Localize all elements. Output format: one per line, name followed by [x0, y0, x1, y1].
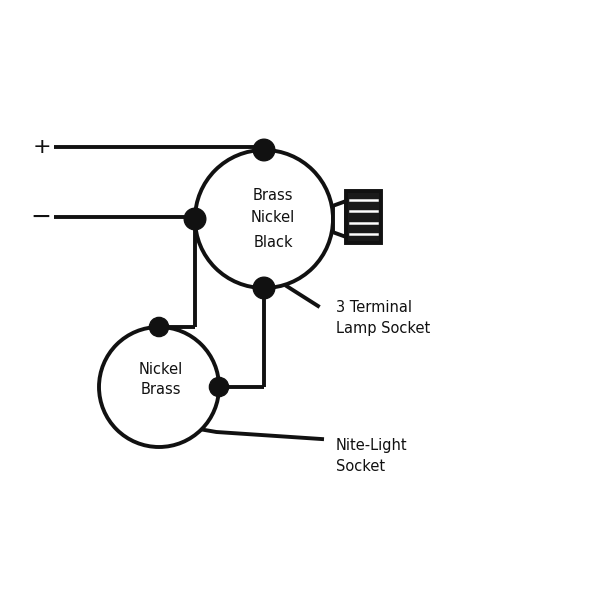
Text: 3 Terminal
Lamp Socket: 3 Terminal Lamp Socket [336, 300, 430, 336]
Text: −: − [30, 205, 51, 229]
Polygon shape [333, 201, 346, 237]
Circle shape [149, 317, 169, 337]
Circle shape [195, 150, 333, 288]
Text: Nickel: Nickel [139, 361, 183, 377]
Circle shape [253, 139, 275, 161]
Text: +: + [32, 137, 51, 157]
Text: Brass: Brass [253, 187, 293, 202]
Text: Brass: Brass [140, 383, 181, 397]
Circle shape [209, 377, 229, 397]
Bar [346, 191, 381, 243]
Circle shape [253, 277, 275, 299]
Text: Nite-Light
Socket: Nite-Light Socket [336, 438, 407, 474]
Circle shape [99, 327, 219, 447]
Text: Nickel: Nickel [251, 209, 295, 224]
Text: Black: Black [253, 235, 293, 250]
Circle shape [184, 208, 206, 230]
